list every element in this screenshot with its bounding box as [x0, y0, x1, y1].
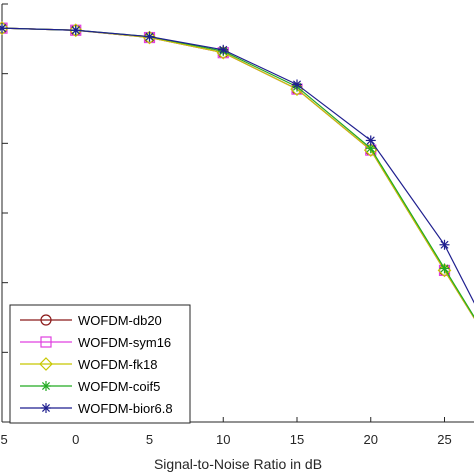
x-tick-label: 15	[290, 432, 304, 447]
asterisk-marker	[0, 23, 7, 34]
x-tick-label: 5	[146, 432, 153, 447]
legend-label: WOFDM-fk18	[78, 357, 157, 372]
asterisk-marker	[218, 44, 229, 55]
asterisk-marker	[365, 135, 376, 146]
legend-label: WOFDM-db20	[78, 313, 162, 328]
asterisk-marker	[439, 239, 450, 250]
x-tick-label: 10	[216, 432, 230, 447]
diamond-marker	[39, 357, 53, 371]
asterisk-marker	[144, 31, 155, 42]
diamond-marker	[0, 21, 9, 36]
series-layer	[0, 21, 474, 319]
legend-label: WOFDM-sym16	[78, 335, 171, 350]
series-clip-group	[0, 21, 474, 319]
asterisk-marker	[41, 381, 51, 391]
x-axis-label: Signal-to-Noise Ratio in dB	[154, 456, 322, 472]
series-line	[1, 27, 474, 304]
x-ticks: -5 0 5 10 15 20 25	[0, 417, 452, 447]
x-tick-label: -5	[0, 432, 8, 447]
series-wofdm-bior6.8	[0, 23, 474, 304]
legend-label: WOFDM-bior6.8	[78, 401, 173, 416]
asterisk-marker	[70, 25, 81, 36]
asterisk-marker	[292, 79, 302, 90]
legend-item: WOFDM-sym16	[20, 335, 171, 350]
legend-label: WOFDM-coif5	[78, 379, 160, 394]
x-tick-label: 25	[437, 432, 451, 447]
asterisk-marker	[365, 143, 376, 154]
x-tick-label: 20	[364, 432, 378, 447]
diamond-marker	[142, 30, 157, 45]
x-tick-label: 0	[72, 432, 79, 447]
asterisk-marker	[439, 263, 450, 274]
diamond-marker	[68, 23, 83, 38]
legend-item: WOFDM-coif5	[20, 379, 160, 394]
legend-item: WOFDM-fk18	[20, 357, 157, 372]
legend: WOFDM-db20 WOFDM-sym16 WOFDM-fk18 WOFDM-coi…	[9, 304, 191, 424]
asterisk-marker	[41, 403, 51, 413]
legend-item: WOFDM-db20	[20, 313, 162, 328]
legend-item: WOFDM-bior6.8	[20, 401, 173, 416]
circle-marker	[40, 314, 52, 326]
square-marker	[40, 336, 52, 348]
